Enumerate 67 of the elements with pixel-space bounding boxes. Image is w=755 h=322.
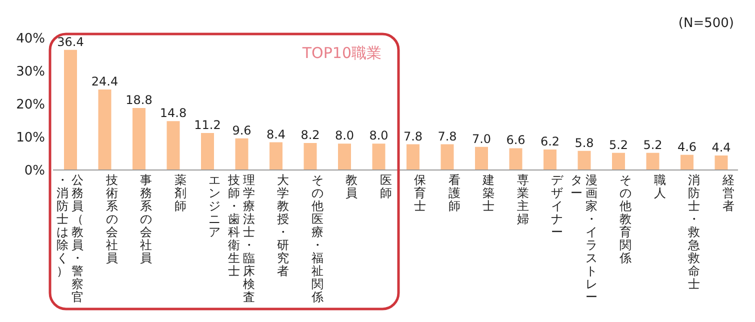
category-label: 公務員（教員・警察官・消防士は除く） (56, 173, 84, 304)
data-label: 7.8 (438, 129, 457, 144)
bar (646, 152, 660, 170)
data-label: 6.2 (540, 134, 560, 149)
x-tick-label: その他教育関係 (620, 173, 632, 265)
bar (372, 144, 386, 170)
bar (509, 148, 522, 170)
x-tick-label: 保育士 (414, 173, 426, 213)
x-tick-label: 教員 (346, 173, 358, 200)
bar (544, 150, 556, 170)
bar (680, 154, 694, 170)
category-label: 理学療法士・臨床検査技師・歯科衛生士 (228, 173, 255, 304)
x-tick-label: 薬剤師 (174, 173, 186, 213)
y-tick-label: 30% (16, 64, 45, 80)
bar (304, 142, 317, 170)
bar (166, 121, 180, 170)
x-tick-label: 経営者 (722, 173, 734, 213)
data-label: 8.4 (266, 127, 286, 142)
bar (578, 150, 591, 170)
bar (406, 144, 420, 170)
y-tick-label: 20% (16, 98, 45, 113)
text: (N=500) (678, 16, 734, 31)
bar (714, 155, 728, 170)
x-tick-label: 医師 (380, 173, 392, 200)
data-label: 8.0 (334, 128, 354, 143)
data-label: 8.2 (300, 128, 320, 142)
data-label: 7.0 (472, 132, 492, 146)
annotation: TOP10職業 (301, 44, 382, 63)
data-label: 24.4 (91, 74, 118, 88)
x-tick-label: 専業主婦 (516, 173, 529, 226)
bar (201, 133, 214, 170)
data-label: 11.2 (194, 118, 221, 132)
category-label: その他医療・福祉関係 (311, 173, 324, 304)
data-label: 5.2 (608, 138, 628, 152)
data-label: 7.8 (403, 129, 423, 144)
data-label: 5.2 (643, 138, 662, 152)
data-label: 36.4 (57, 34, 84, 49)
bar (612, 152, 625, 170)
data-label: 5.8 (574, 136, 594, 150)
x-tick-label: エンジニア (208, 173, 221, 239)
bar (440, 144, 454, 170)
bar (132, 108, 146, 170)
x-tick-label: 技術系の会社員 (106, 173, 118, 265)
data-label: 6.6 (506, 133, 526, 148)
data-label: 8.0 (369, 128, 388, 143)
y-tick-label: 40% (16, 32, 45, 47)
x-tick-label: 職人 (654, 173, 666, 200)
y-tick-label: 0% (24, 164, 45, 179)
bar (270, 142, 282, 170)
y-tick-label: 10% (16, 130, 45, 146)
category-label: 漫画家・イラストレーター (570, 173, 598, 304)
data-label: 9.6 (232, 123, 252, 138)
bar (64, 50, 77, 170)
x-tick-label: 事務系の会社員 (140, 173, 152, 265)
x-tick-label: デザイナー (551, 173, 564, 239)
x-tick-label: 建築士 (482, 173, 495, 213)
bar (235, 138, 248, 170)
data-label: 4.4 (712, 140, 731, 154)
bar (98, 89, 112, 170)
data-label: 4.6 (677, 140, 697, 154)
bar (475, 146, 488, 170)
category-label: 消防士・救急救命士 (688, 173, 700, 291)
data-label: 18.8 (126, 92, 152, 107)
x-tick-label: 看護師 (448, 173, 460, 213)
x-tick-label: 大学教授・研究者 (277, 173, 290, 278)
data-label: 14.8 (160, 106, 187, 120)
bar (338, 144, 351, 170)
